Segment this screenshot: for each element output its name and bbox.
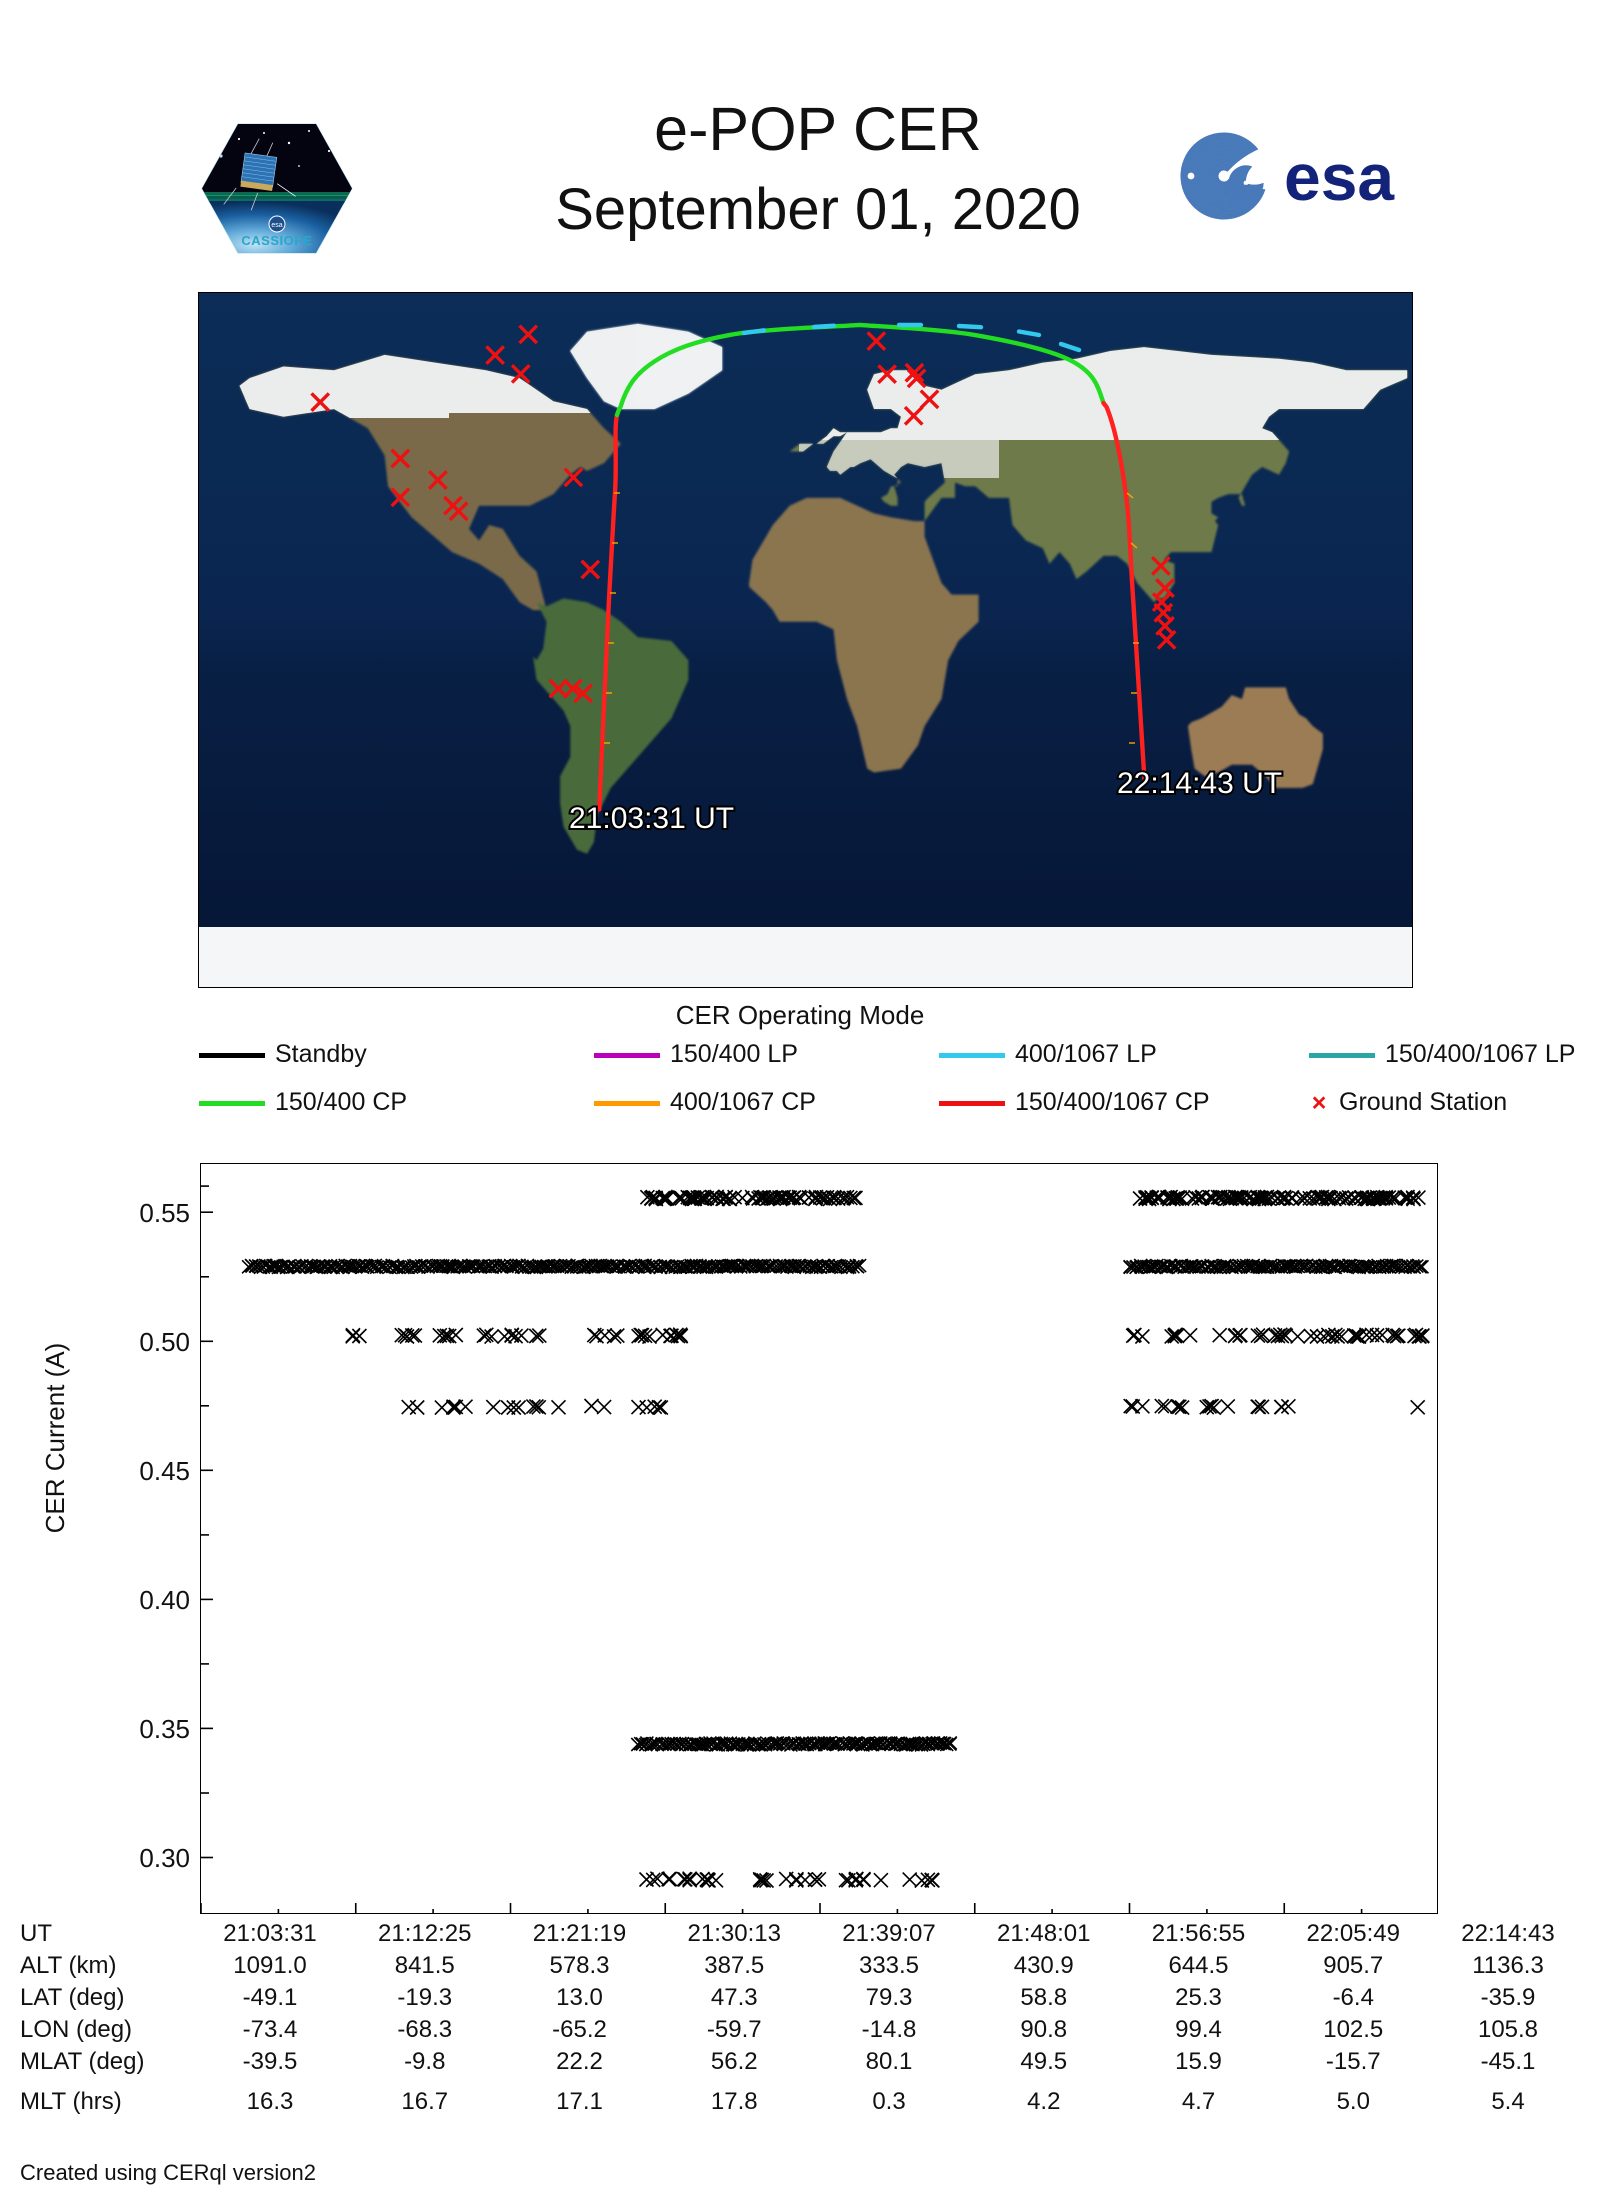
svg-text:21:03:31 UT: 21:03:31 UT	[569, 802, 734, 835]
svg-text:22:14:43 UT: 22:14:43 UT	[1117, 767, 1282, 800]
svg-text:esa: esa	[1284, 140, 1395, 214]
